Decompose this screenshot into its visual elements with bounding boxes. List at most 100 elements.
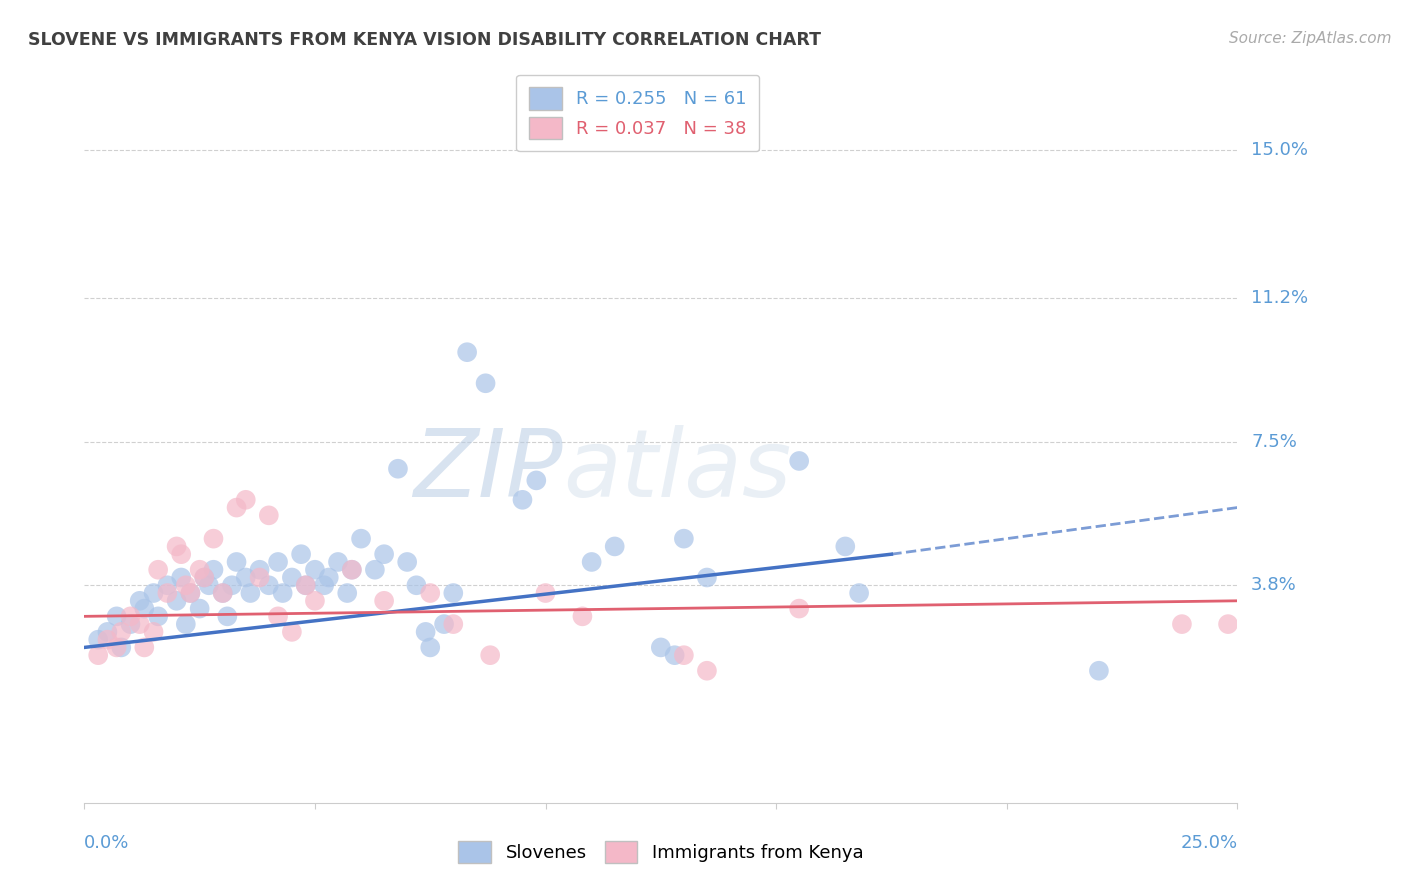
Point bbox=[267, 609, 290, 624]
Point bbox=[142, 624, 165, 639]
Point bbox=[134, 601, 156, 615]
Point bbox=[239, 586, 262, 600]
Point bbox=[193, 570, 215, 584]
Point bbox=[787, 454, 810, 468]
Point bbox=[128, 594, 150, 608]
Point bbox=[787, 601, 810, 615]
Point bbox=[326, 555, 349, 569]
Point bbox=[128, 617, 150, 632]
Point bbox=[105, 640, 128, 655]
Point bbox=[534, 586, 557, 600]
Point bbox=[336, 586, 359, 600]
Point bbox=[1171, 617, 1194, 632]
Point bbox=[87, 648, 110, 663]
Point bbox=[96, 632, 118, 647]
Point bbox=[179, 586, 201, 600]
Point bbox=[304, 594, 326, 608]
Point bbox=[294, 578, 316, 592]
Point bbox=[271, 586, 294, 600]
Point bbox=[581, 555, 603, 569]
Point bbox=[110, 624, 132, 639]
Point bbox=[267, 555, 290, 569]
Point bbox=[225, 500, 247, 515]
Point bbox=[664, 648, 686, 663]
Text: 15.0%: 15.0% bbox=[1251, 141, 1308, 159]
Text: SLOVENE VS IMMIGRANTS FROM KENYA VISION DISABILITY CORRELATION CHART: SLOVENE VS IMMIGRANTS FROM KENYA VISION … bbox=[28, 31, 821, 49]
Point bbox=[294, 578, 316, 592]
Legend: Slovenes, Immigrants from Kenya: Slovenes, Immigrants from Kenya bbox=[447, 830, 875, 874]
Point bbox=[193, 570, 215, 584]
Point bbox=[166, 594, 188, 608]
Text: 11.2%: 11.2% bbox=[1251, 289, 1309, 307]
Point bbox=[221, 578, 243, 592]
Point bbox=[105, 609, 128, 624]
Point bbox=[96, 624, 118, 639]
Point bbox=[134, 640, 156, 655]
Point bbox=[170, 547, 193, 561]
Text: 25.0%: 25.0% bbox=[1180, 834, 1237, 852]
Point bbox=[235, 570, 257, 584]
Point bbox=[340, 563, 363, 577]
Point bbox=[696, 664, 718, 678]
Point bbox=[170, 570, 193, 584]
Point bbox=[672, 648, 695, 663]
Point bbox=[433, 617, 456, 632]
Point bbox=[571, 609, 593, 624]
Point bbox=[456, 345, 478, 359]
Point bbox=[318, 570, 340, 584]
Point bbox=[405, 578, 427, 592]
Point bbox=[441, 617, 464, 632]
Point bbox=[120, 609, 142, 624]
Point bbox=[350, 532, 373, 546]
Point bbox=[364, 563, 387, 577]
Text: 7.5%: 7.5% bbox=[1251, 433, 1298, 450]
Point bbox=[166, 540, 188, 554]
Point bbox=[174, 617, 197, 632]
Text: ZIP: ZIP bbox=[413, 425, 562, 516]
Point bbox=[373, 547, 395, 561]
Point bbox=[340, 563, 363, 577]
Point bbox=[1216, 617, 1239, 632]
Point bbox=[146, 609, 169, 624]
Point bbox=[211, 586, 233, 600]
Point bbox=[211, 586, 233, 600]
Point bbox=[603, 540, 626, 554]
Point bbox=[249, 563, 271, 577]
Point bbox=[304, 563, 326, 577]
Point bbox=[1088, 664, 1111, 678]
Point bbox=[235, 492, 257, 507]
Point bbox=[179, 586, 201, 600]
Point bbox=[110, 640, 132, 655]
Legend: R = 0.255   N = 61, R = 0.037   N = 38: R = 0.255 N = 61, R = 0.037 N = 38 bbox=[516, 75, 759, 152]
Point bbox=[225, 555, 247, 569]
Point bbox=[834, 540, 856, 554]
Text: 3.8%: 3.8% bbox=[1251, 576, 1296, 594]
Point bbox=[120, 617, 142, 632]
Point bbox=[142, 586, 165, 600]
Point bbox=[156, 586, 179, 600]
Point bbox=[290, 547, 312, 561]
Point bbox=[415, 624, 437, 639]
Point bbox=[217, 609, 239, 624]
Point bbox=[419, 640, 441, 655]
Point bbox=[188, 601, 211, 615]
Point bbox=[848, 586, 870, 600]
Point bbox=[396, 555, 419, 569]
Point bbox=[202, 563, 225, 577]
Point bbox=[87, 632, 110, 647]
Text: Source: ZipAtlas.com: Source: ZipAtlas.com bbox=[1229, 31, 1392, 46]
Point bbox=[441, 586, 464, 600]
Point bbox=[373, 594, 395, 608]
Point bbox=[198, 578, 221, 592]
Point bbox=[188, 563, 211, 577]
Point bbox=[281, 570, 304, 584]
Point bbox=[202, 532, 225, 546]
Point bbox=[257, 578, 280, 592]
Point bbox=[524, 474, 547, 488]
Point bbox=[650, 640, 672, 655]
Point bbox=[257, 508, 280, 523]
Point bbox=[174, 578, 197, 592]
Text: 0.0%: 0.0% bbox=[84, 834, 129, 852]
Point bbox=[672, 532, 695, 546]
Point bbox=[696, 570, 718, 584]
